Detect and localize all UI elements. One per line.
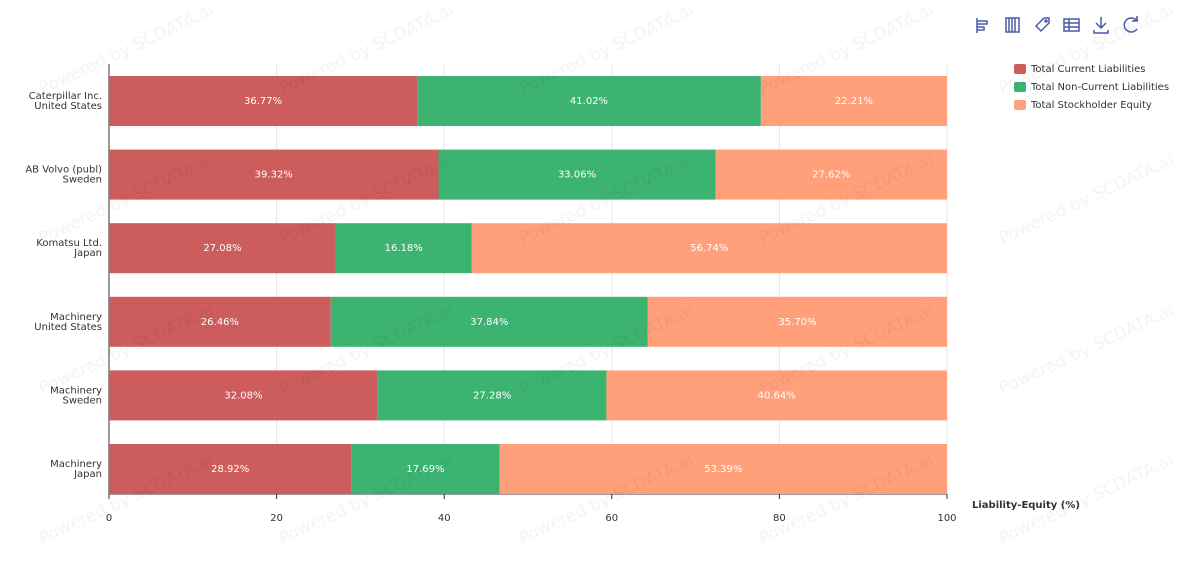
bar-segment [377, 370, 607, 421]
bar-segment [438, 149, 716, 200]
bar-segment [499, 444, 947, 494]
value-label: 53.39% [704, 464, 742, 475]
bar-segment [109, 370, 378, 421]
tag-icon[interactable] [1034, 17, 1050, 33]
value-label: 39.32% [255, 170, 293, 181]
table-icon[interactable] [1063, 18, 1080, 32]
bar-segment [760, 76, 947, 126]
value-label: 32.08% [224, 390, 262, 401]
value-label: 41.02% [570, 96, 608, 107]
value-label: 17.69% [406, 464, 444, 475]
x-axis-label: Liability-Equity (%) [972, 500, 1080, 511]
value-label: 22.21% [835, 96, 873, 107]
legend-swatch [1014, 82, 1026, 92]
stack-icon[interactable] [1005, 17, 1020, 33]
value-label: 36.77% [244, 96, 282, 107]
value-label: 16.18% [385, 243, 423, 254]
bar-segment [351, 444, 500, 494]
x-tick-label: 0 [106, 513, 112, 524]
download-icon[interactable] [1093, 17, 1109, 34]
value-label: 35.70% [778, 317, 816, 328]
y-tick-label: Machinery [50, 385, 102, 396]
value-label: 27.62% [812, 170, 850, 181]
value-label: 27.28% [473, 390, 511, 401]
value-label: 33.06% [558, 170, 596, 181]
value-label: 27.08% [203, 243, 241, 254]
value-label: 28.92% [211, 464, 249, 475]
bar-segment [647, 296, 947, 347]
y-tick-label: United States [34, 322, 102, 333]
y-tick-label: AB Volvo (publ) [25, 165, 102, 176]
y-tick-label: Komatsu Ltd. [36, 238, 102, 249]
value-label: 40.64% [758, 390, 796, 401]
legend-label: Total Non-Current Liabilities [1030, 82, 1169, 93]
watermark: Powered by SCDATA.ai [996, 300, 1177, 399]
y-tick-label: Sweden [62, 395, 102, 406]
y-tick-label: Japan [73, 469, 102, 480]
bar-segment [109, 296, 331, 347]
bar-segment [606, 370, 947, 421]
y-tick-label: Caterpillar Inc. [29, 91, 102, 102]
x-tick-label: 100 [937, 513, 956, 524]
bar-segment [109, 76, 418, 126]
bar-segment [335, 223, 472, 274]
value-label: 56.74% [690, 243, 728, 254]
bar-segment [109, 444, 352, 494]
bar-segment [109, 149, 439, 200]
legend-swatch [1014, 100, 1026, 110]
refresh-icon[interactable] [1123, 16, 1138, 33]
value-label: 37.84% [470, 317, 508, 328]
legend-label: Total Current Liabilities [1030, 64, 1146, 75]
y-tick-label: United States [34, 101, 102, 112]
legend-label: Total Stockholder Equity [1030, 100, 1152, 111]
bar-segment [417, 76, 761, 126]
bar-segment [330, 296, 648, 347]
y-tick-label: Japan [73, 248, 102, 259]
x-tick-label: 20 [270, 513, 283, 524]
x-tick-label: 40 [438, 513, 451, 524]
bar-icon[interactable] [976, 18, 988, 33]
y-tick-label: Sweden [62, 175, 102, 186]
watermark: Powered by SCDATA.ai [996, 150, 1177, 249]
x-tick-label: 80 [773, 513, 786, 524]
value-label: 26.46% [201, 317, 239, 328]
x-tick-label: 60 [605, 513, 618, 524]
y-tick-label: Machinery [50, 312, 102, 323]
legend-swatch [1014, 64, 1026, 74]
y-tick-label: Machinery [50, 459, 102, 470]
bar-segment [471, 223, 947, 274]
bar-segment [715, 149, 947, 200]
bar-segment [109, 223, 336, 274]
toolbar [976, 16, 1138, 34]
